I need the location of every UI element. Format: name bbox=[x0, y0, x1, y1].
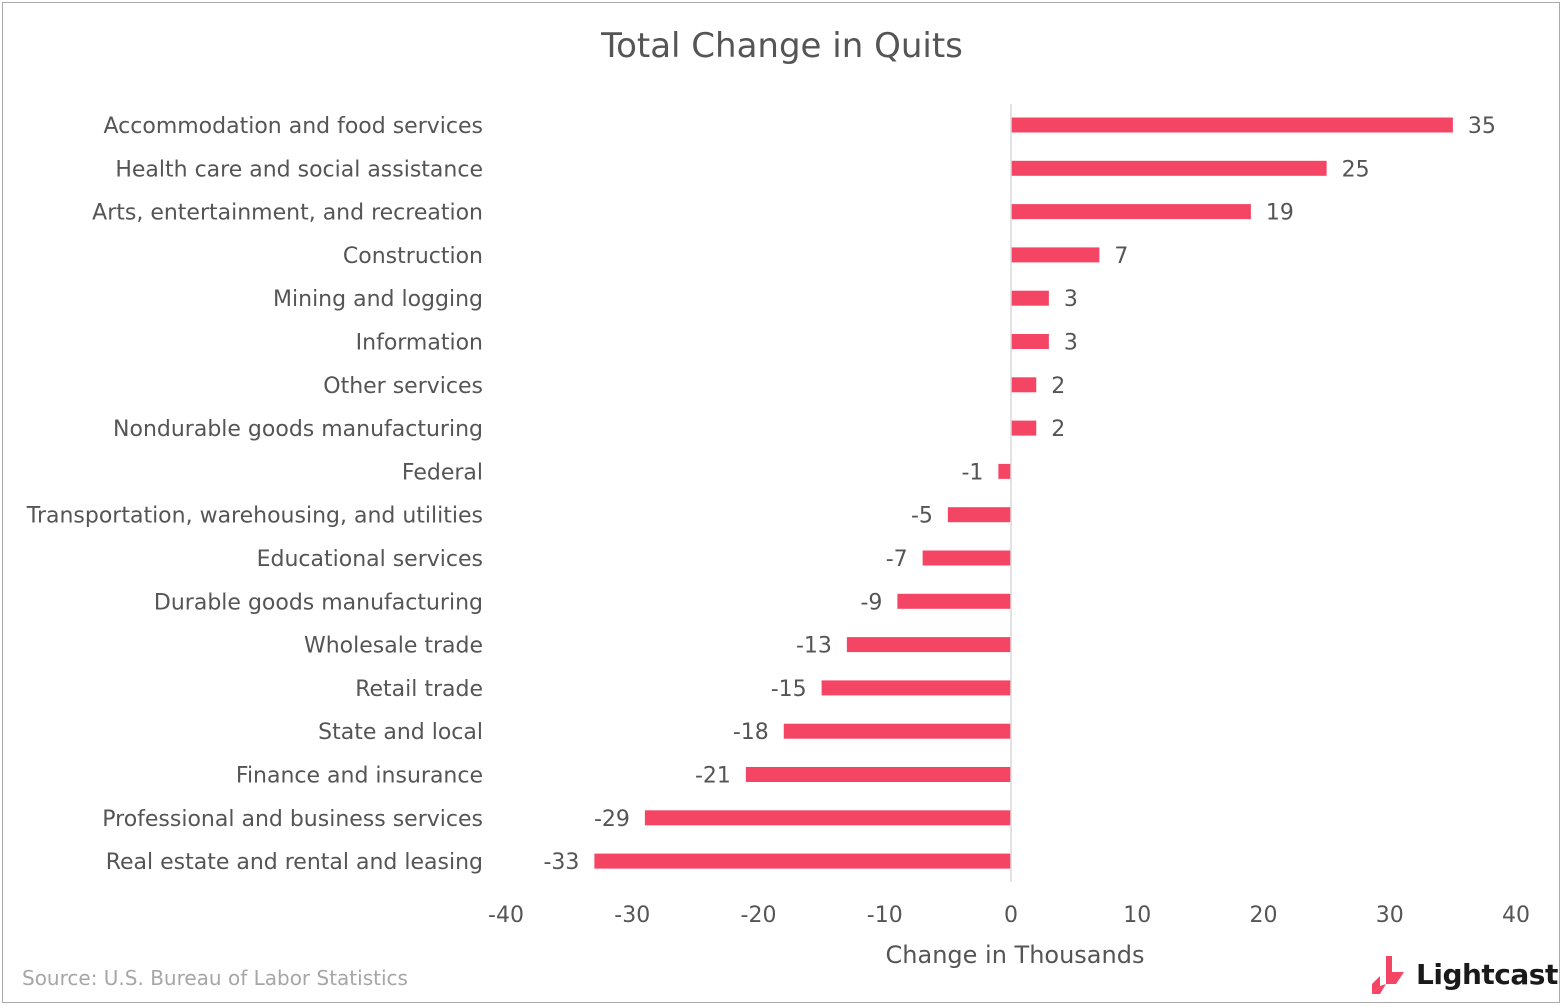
bar bbox=[1011, 117, 1453, 133]
x-tick-label: -40 bbox=[488, 903, 524, 928]
bar bbox=[745, 767, 1011, 782]
data-label: 25 bbox=[1342, 157, 1370, 182]
data-label: 3 bbox=[1064, 331, 1078, 356]
bar bbox=[998, 463, 1011, 479]
category-label: Health care and social assistance bbox=[115, 157, 483, 182]
brand-logo: Lightcast bbox=[1368, 952, 1558, 996]
data-label: -5 bbox=[911, 504, 933, 529]
category-label: Arts, entertainment, and recreation bbox=[92, 201, 483, 226]
category-label: Nondurable goods manufacturing bbox=[113, 417, 483, 442]
category-label: Other services bbox=[323, 374, 483, 399]
bar bbox=[1011, 160, 1327, 176]
x-tick-label: -10 bbox=[867, 903, 903, 928]
bar bbox=[594, 853, 1011, 869]
data-label: -13 bbox=[796, 634, 832, 659]
data-label: 19 bbox=[1266, 201, 1294, 226]
category-label: Accommodation and food services bbox=[104, 114, 484, 139]
category-label: State and local bbox=[318, 720, 483, 745]
data-label: -9 bbox=[860, 590, 882, 615]
x-tick-label: 20 bbox=[1250, 903, 1278, 928]
bar bbox=[821, 680, 1011, 696]
bar bbox=[897, 593, 1011, 609]
category-label: Durable goods manufacturing bbox=[154, 590, 483, 615]
bar bbox=[1011, 377, 1037, 393]
bar bbox=[644, 810, 1011, 826]
category-label: Information bbox=[356, 331, 483, 356]
x-axis-ticks: -40 -30 -20 -10 0 10 20 30 40 bbox=[488, 903, 1530, 928]
category-label: Educational services bbox=[257, 547, 483, 572]
bar bbox=[947, 507, 1011, 523]
data-label: -15 bbox=[771, 677, 807, 702]
bar bbox=[846, 637, 1011, 653]
x-tick-label: 0 bbox=[1004, 903, 1018, 928]
x-tick-label: -20 bbox=[741, 903, 777, 928]
x-axis-title: Change in Thousands bbox=[886, 941, 1145, 969]
data-label: 2 bbox=[1051, 417, 1065, 442]
bar bbox=[1011, 334, 1049, 349]
category-label: Retail trade bbox=[355, 677, 483, 702]
data-label: -18 bbox=[733, 720, 769, 745]
value-labels: 35 25 19 7 3 3 2 2 -1 -5-7-9 -13 -15-18-21 -29 -33 bbox=[543, 114, 1495, 875]
data-label: 3 bbox=[1064, 287, 1078, 312]
data-label: -33 bbox=[543, 850, 579, 875]
category-label: Transportation, warehousing, and utiliti… bbox=[26, 504, 483, 529]
bar bbox=[1011, 420, 1037, 436]
x-tick-label: 10 bbox=[1123, 903, 1151, 928]
data-label: 2 bbox=[1051, 374, 1065, 399]
x-tick-label: 30 bbox=[1376, 903, 1404, 928]
data-label: 7 bbox=[1114, 244, 1128, 269]
data-label: -29 bbox=[594, 807, 630, 832]
category-label: Real estate and rental and leasing bbox=[106, 850, 483, 875]
data-label: -7 bbox=[886, 547, 908, 572]
data-label: 35 bbox=[1468, 114, 1496, 139]
lightcast-logo-icon bbox=[1372, 956, 1404, 994]
category-label: Professional and business services bbox=[102, 807, 483, 832]
bars-group bbox=[594, 117, 1453, 869]
category-label: Mining and logging bbox=[273, 287, 483, 312]
bar bbox=[1011, 290, 1049, 306]
data-label: -1 bbox=[961, 460, 983, 485]
x-tick-label: -30 bbox=[614, 903, 650, 928]
bar bbox=[783, 723, 1011, 739]
brand-name: Lightcast bbox=[1416, 957, 1558, 991]
bar bbox=[1011, 204, 1251, 220]
bar bbox=[1011, 247, 1100, 263]
source-note: Source: U.S. Bureau of Labor Statistics bbox=[22, 966, 408, 990]
category-label: Finance and insurance bbox=[236, 764, 483, 789]
data-label: -21 bbox=[695, 764, 731, 789]
category-labels: Accommodation and food services Health ca… bbox=[26, 114, 483, 875]
chart-title: Total Change in Quits bbox=[601, 26, 963, 66]
category-label: Construction bbox=[343, 244, 483, 269]
category-label: Wholesale trade bbox=[304, 634, 483, 659]
category-label: Federal bbox=[402, 460, 483, 485]
x-tick-label: 40 bbox=[1502, 903, 1530, 928]
bar bbox=[922, 550, 1011, 566]
